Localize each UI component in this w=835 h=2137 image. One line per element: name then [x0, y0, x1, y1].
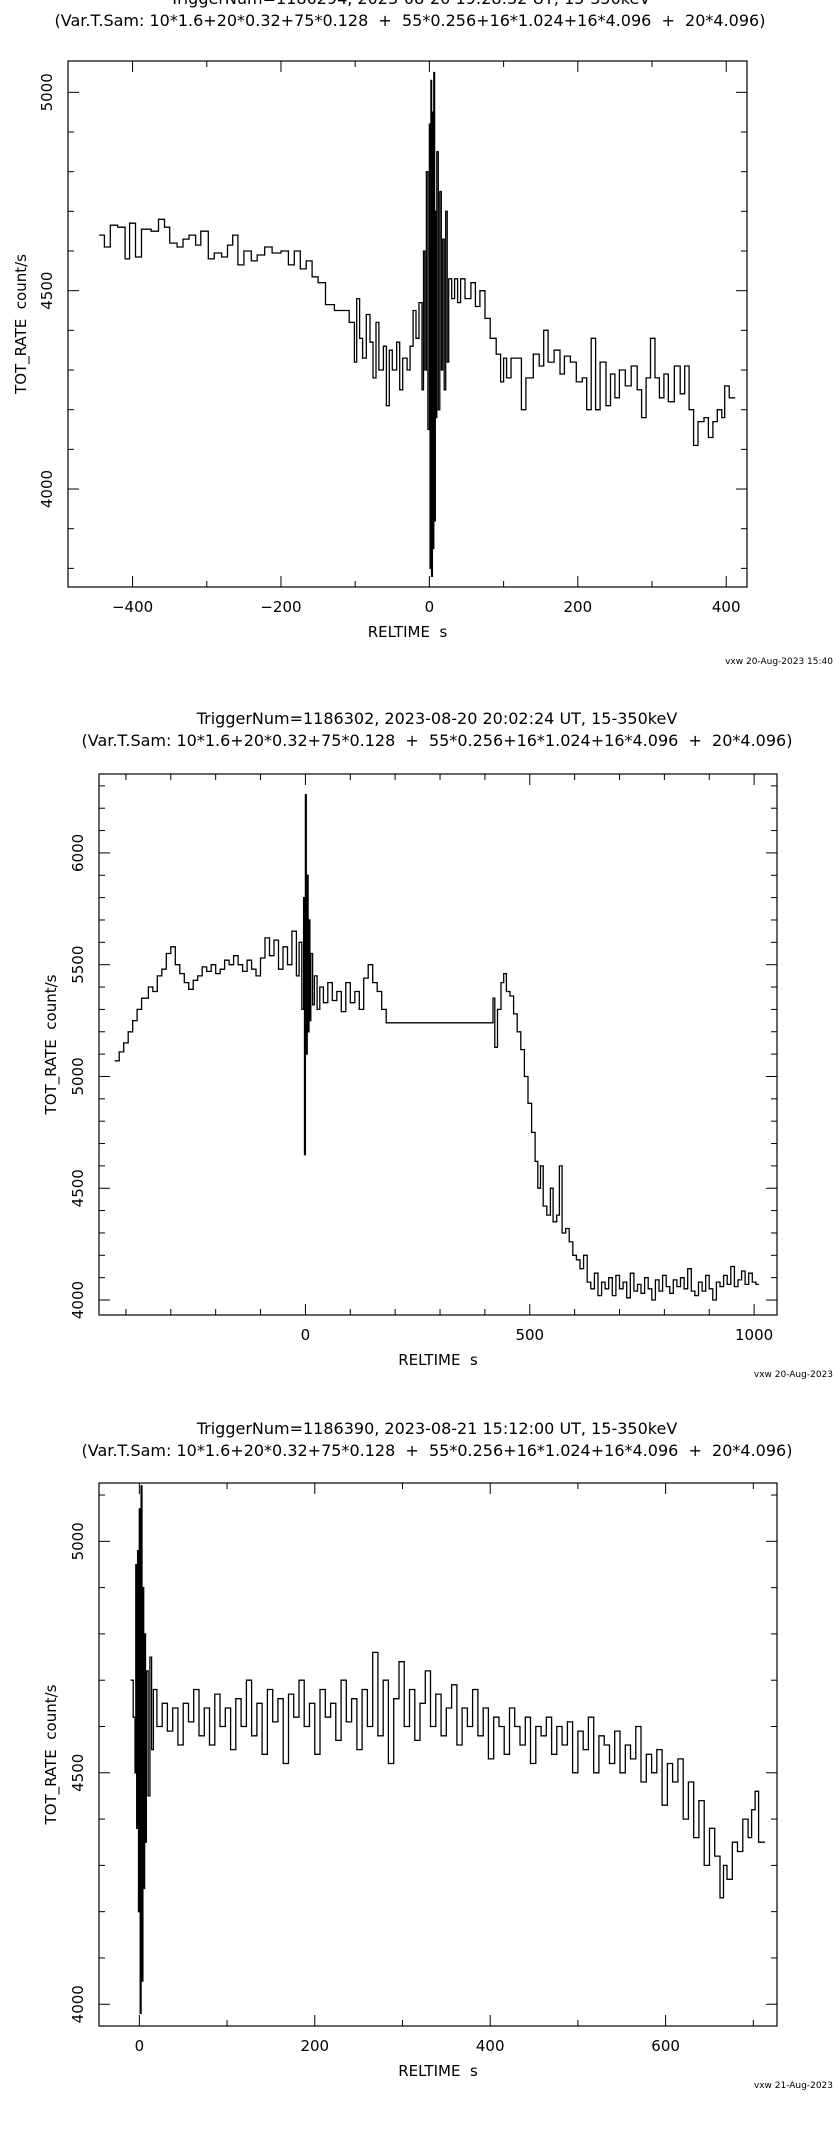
plot-frame — [98, 773, 778, 1316]
x-tick-label: 600 — [651, 2037, 680, 2055]
chart-subtitle: (Var.T.Sam: 10*1.6+20*0.32+75*0.128 + 55… — [82, 1441, 793, 1460]
chart-3: TriggerNum=1186390, 2023-08-21 15:12:00 … — [42, 1419, 833, 2091]
plot-frame — [98, 1482, 778, 2027]
chart-2: TriggerNum=1186302, 2023-08-20 20:02:24 … — [42, 709, 833, 1380]
x-tick-label: 500 — [515, 1326, 544, 1344]
y-tick-label: 4000 — [69, 1985, 87, 2023]
x-tick-label: 200 — [563, 598, 592, 616]
x-tick-label: −200 — [260, 598, 301, 616]
y-tick-label: 4000 — [38, 470, 56, 508]
plot-timestamp: vxw 21-Aug-2023 — [754, 2081, 833, 2091]
x-tick-label: 1000 — [735, 1326, 773, 1344]
x-tick-label: 200 — [300, 2037, 329, 2055]
y-tick-label: 4500 — [69, 1754, 87, 1792]
x-tick-label: −400 — [112, 598, 153, 616]
y-tick-label: 4500 — [69, 1169, 87, 1207]
chart-title: TriggerNum=1186390, 2023-08-21 15:12:00 … — [196, 1419, 678, 1438]
x-tick-label: 0 — [135, 2037, 145, 2055]
x-axis-label: RELTIME s — [398, 1351, 478, 1369]
count-rate-series — [130, 1485, 766, 2015]
y-axis-label: TOT_RATE count/s — [42, 974, 61, 1115]
chart-title: TriggerNum=1186302, 2023-08-20 20:02:24 … — [196, 709, 678, 728]
chart-1: TriggerNum=1186294, 2023-08-20 19:28:32 … — [12, 0, 833, 667]
y-tick-label: 4500 — [38, 272, 56, 310]
y-tick-label: 5000 — [69, 1522, 87, 1560]
y-axis-label: TOT_RATE count/s — [12, 254, 31, 395]
y-tick-label: 6000 — [69, 834, 87, 872]
count-rate-series — [114, 794, 759, 1301]
x-tick-label: 400 — [712, 598, 741, 616]
x-axis-label: RELTIME s — [398, 2062, 478, 2080]
x-tick-label: 400 — [476, 2037, 505, 2055]
count-rate-series — [99, 71, 736, 577]
chart-subtitle: (Var.T.Sam: 10*1.6+20*0.32+75*0.128 + 55… — [82, 731, 793, 750]
chart-title: TriggerNum=1186294, 2023-08-20 19:28:32 … — [169, 0, 651, 8]
x-tick-label: 0 — [425, 598, 435, 616]
x-axis-label: RELTIME s — [368, 623, 448, 641]
y-tick-label: 4000 — [69, 1281, 87, 1319]
y-tick-label: 5000 — [69, 1057, 87, 1095]
chart-subtitle: (Var.T.Sam: 10*1.6+20*0.32+75*0.128 + 55… — [55, 11, 766, 30]
x-tick-label: 0 — [301, 1326, 311, 1344]
y-axis-label: TOT_RATE count/s — [42, 1684, 61, 1825]
plot-timestamp: vxw 20-Aug-2023 — [754, 1370, 833, 1380]
y-tick-label: 5500 — [69, 946, 87, 984]
plot-frame — [67, 60, 748, 588]
y-tick-label: 5000 — [38, 73, 56, 111]
plot-timestamp: vxw 20-Aug-2023 15:40 — [725, 657, 833, 667]
